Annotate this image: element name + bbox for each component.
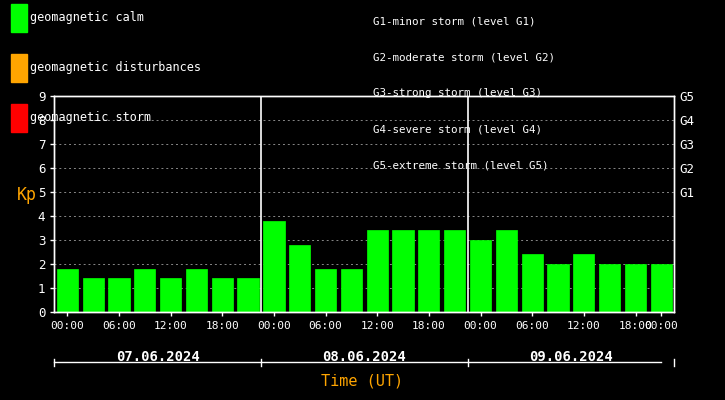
Bar — [83, 278, 104, 312]
Y-axis label: Kp: Kp — [17, 186, 37, 204]
Bar — [238, 278, 259, 312]
Bar — [341, 269, 362, 312]
Bar — [367, 230, 388, 312]
Text: G5-extreme storm (level G5): G5-extreme storm (level G5) — [373, 160, 549, 170]
Bar — [573, 254, 594, 312]
Text: geomagnetic calm: geomagnetic calm — [30, 12, 144, 24]
Text: geomagnetic disturbances: geomagnetic disturbances — [30, 62, 202, 74]
Bar — [108, 278, 130, 312]
Bar — [651, 264, 672, 312]
Text: 07.06.2024: 07.06.2024 — [116, 350, 199, 364]
Text: G4-severe storm (level G4): G4-severe storm (level G4) — [373, 124, 542, 134]
Bar — [599, 264, 621, 312]
Bar — [57, 269, 78, 312]
Bar — [521, 254, 543, 312]
Text: 09.06.2024: 09.06.2024 — [529, 350, 613, 364]
Bar — [470, 240, 491, 312]
Bar — [444, 230, 465, 312]
Bar — [625, 264, 646, 312]
Bar — [160, 278, 181, 312]
Text: G1-minor storm (level G1): G1-minor storm (level G1) — [373, 16, 536, 26]
Bar — [186, 269, 207, 312]
Bar — [418, 230, 439, 312]
Bar — [496, 230, 517, 312]
Bar — [263, 221, 284, 312]
Text: 08.06.2024: 08.06.2024 — [323, 350, 406, 364]
Bar — [315, 269, 336, 312]
Bar — [392, 230, 414, 312]
Bar — [212, 278, 233, 312]
Bar — [289, 245, 310, 312]
Bar — [134, 269, 155, 312]
Text: geomagnetic storm: geomagnetic storm — [30, 112, 152, 124]
Text: Time (UT): Time (UT) — [321, 373, 404, 388]
Text: G3-strong storm (level G3): G3-strong storm (level G3) — [373, 88, 542, 98]
Text: G2-moderate storm (level G2): G2-moderate storm (level G2) — [373, 52, 555, 62]
Bar — [547, 264, 568, 312]
